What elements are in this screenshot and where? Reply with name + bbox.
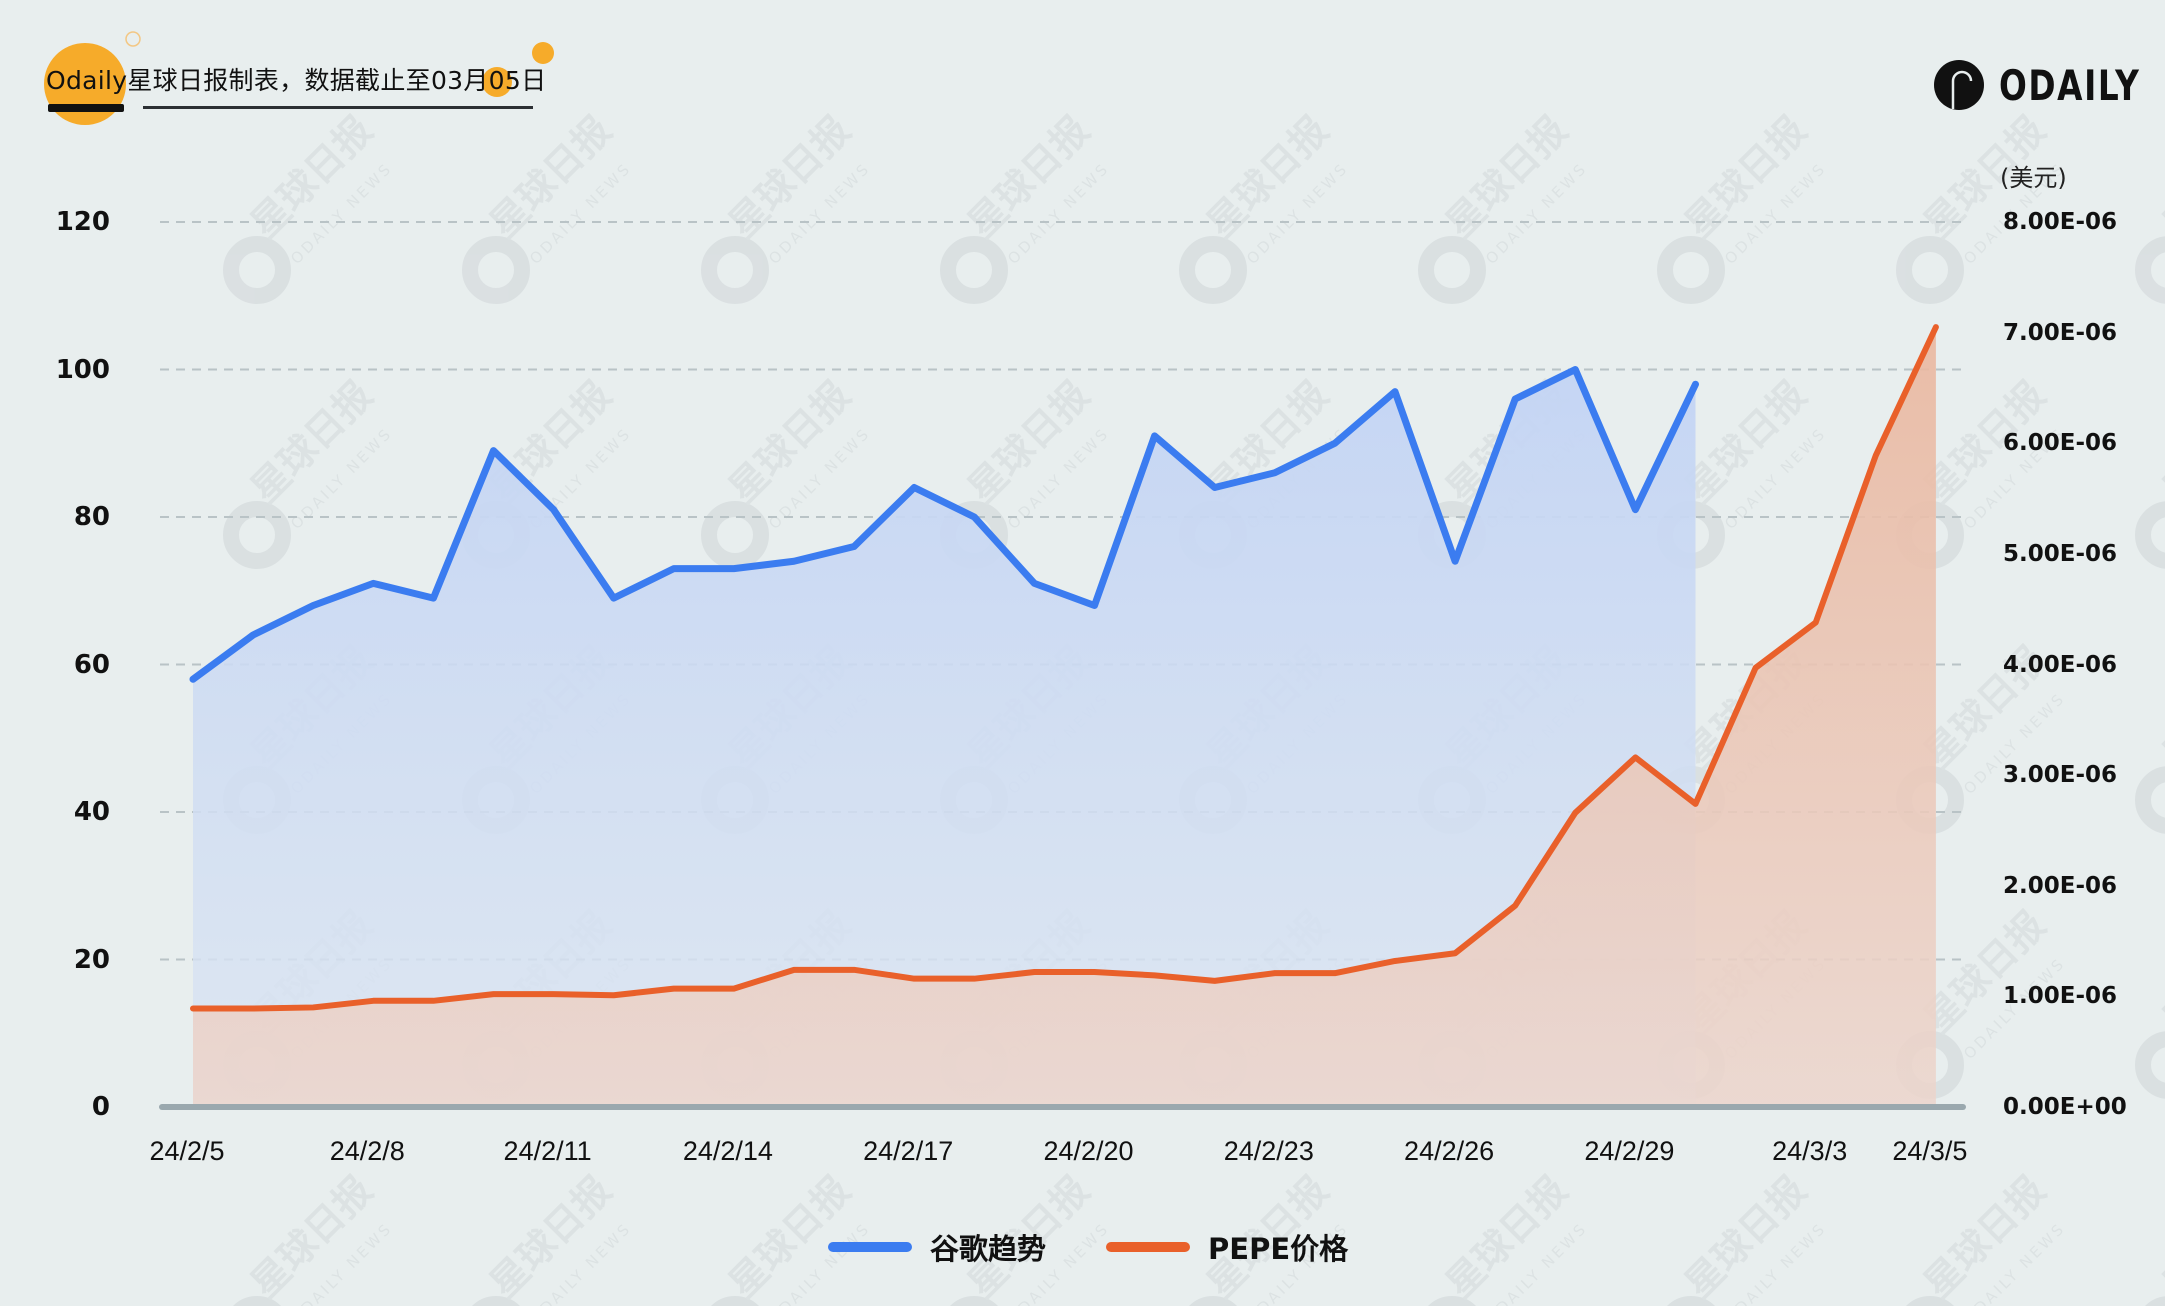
right-axis-tick: 8.00E-06: [2003, 209, 2118, 235]
title-brand-bar: [48, 104, 124, 112]
left-axis-tick: 60: [73, 649, 110, 680]
accent-dot-behind-date: [482, 67, 512, 97]
x-axis-tick: 24/2/26: [1404, 1136, 1495, 1166]
x-axis-tick: 24/3/3: [1772, 1136, 1848, 1166]
left-axis-tick: 80: [73, 502, 110, 532]
left-axis-tick: 100: [55, 354, 110, 385]
chart-title-block: Odaily星球日报制表，数据截止至03月05日: [0, 0, 600, 130]
accent-dot: [532, 42, 554, 64]
google-trends-area: [193, 369, 1696, 1107]
right-axis-tick: 7.00E-06: [2003, 319, 2118, 346]
odaily-logo: ODAILY: [1933, 58, 2165, 112]
x-axis-tick: 24/2/23: [1223, 1136, 1314, 1166]
title-underline: [143, 106, 533, 109]
google-trends-line: [189, 366, 1699, 683]
x-axis-tick: 24/2/29: [1584, 1136, 1675, 1166]
right-axis-tick: 6.00E-06: [2003, 430, 2118, 457]
right-axis-tick: 3.00E-06: [2003, 762, 2118, 789]
right-axis-tick: 1.00E-06: [2003, 983, 2118, 1010]
logo-text: ODAILY: [1999, 60, 2141, 110]
legend-item-google-trends[interactable]: 谷歌趋势: [828, 1226, 1046, 1268]
right-axis-tick: 2.00E-06: [2003, 872, 2118, 899]
right-axis-tick: 4.00E-06: [2003, 651, 2118, 678]
right-axis-tick: 5.00E-06: [2003, 540, 2118, 567]
x-axis-tick: 24/2/11: [503, 1136, 592, 1166]
x-axis-tick: 24/2/8: [329, 1136, 405, 1166]
x-axis-tick: 24/3/5: [1892, 1136, 1968, 1166]
x-axis-tick: 24/2/17: [863, 1136, 954, 1166]
x-axis-tick: 24/2/20: [1043, 1136, 1134, 1166]
legend-swatch-blue: [828, 1242, 912, 1252]
x-axis-tick: 24/2/14: [682, 1136, 773, 1166]
pepe-price-line: [190, 324, 1939, 1012]
left-axis-tick: 20: [73, 944, 110, 975]
odaily-logo-icon: [1934, 60, 1984, 110]
left-axis-tick: 0: [91, 1092, 110, 1122]
right-axis-unit: (美元): [2000, 164, 2067, 192]
title-rest: 星球日报制表，数据截止至03月05日: [127, 66, 547, 95]
pepe-price-area: [193, 327, 1936, 1107]
chart-title: Odaily星球日报制表，数据截止至03月05日: [46, 66, 546, 96]
legend-swatch-orange: [1106, 1242, 1191, 1252]
left-axis-tick: 40: [73, 797, 110, 827]
left-axis-tick: 120: [55, 207, 110, 237]
legend-label: 谷歌趋势: [930, 1232, 1047, 1266]
title-brand: Odaily: [46, 66, 128, 95]
legend-item-pepe-price[interactable]: PEPE价格: [1106, 1226, 1348, 1268]
legend: 谷歌趋势 PEPE价格: [828, 1222, 1408, 1272]
right-axis-tick: 0.00E+00: [2003, 1094, 2127, 1120]
legend-label: PEPE价格: [1208, 1232, 1349, 1266]
x-axis-tick: 24/2/5: [149, 1136, 225, 1166]
accent-ring-small: [125, 31, 141, 47]
